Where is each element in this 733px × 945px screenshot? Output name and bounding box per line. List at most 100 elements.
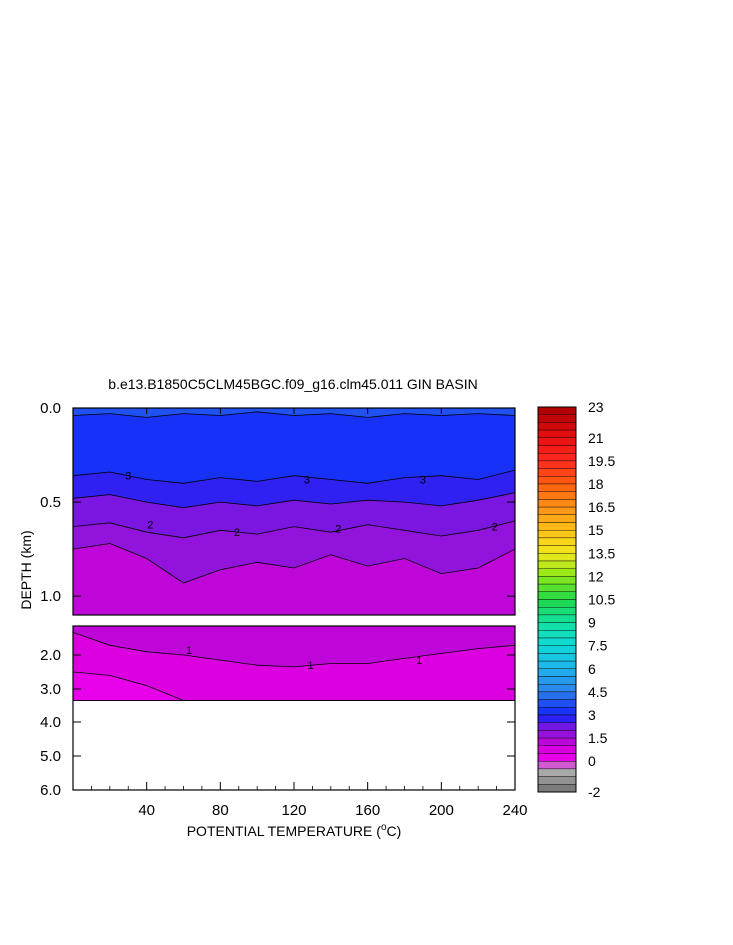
contour-label: 2: [335, 523, 341, 535]
colorbar-swatch: [537, 445, 577, 454]
colorbar-label: 7.5: [588, 638, 608, 654]
colorbar-label: 16.5: [588, 499, 615, 515]
colorbar-swatch: [537, 784, 577, 793]
colorbar-swatch: [537, 668, 577, 677]
colorbar-label: 18: [588, 476, 604, 492]
contour-label: 1: [416, 655, 422, 667]
colorbar-swatch: [537, 483, 577, 492]
colorbar-swatch: [537, 576, 577, 585]
contour-label: 2: [234, 527, 240, 539]
x-tick-label: 200: [429, 802, 454, 819]
colorbar-swatch: [537, 637, 577, 646]
colorbar-swatch: [537, 745, 577, 754]
colorbar-swatch: [537, 453, 577, 462]
colorbar-label: 1.5: [588, 730, 608, 746]
colorbar-swatch: [537, 691, 577, 700]
colorbar-swatch: [537, 460, 577, 469]
y-tick-label: 3.0: [40, 681, 61, 698]
band-fill: [73, 672, 515, 701]
colorbar-swatch: [537, 776, 577, 785]
colorbar-label: -2: [588, 784, 601, 800]
x-axis-label: POTENTIAL TEMPERATURE (oC): [187, 822, 402, 839]
colorbar-label: 19.5: [588, 453, 615, 469]
colorbar-swatch: [537, 414, 577, 423]
upper-panel: 3 3 3 2 2 2 2: [72, 407, 516, 616]
colorbar-swatch: [537, 622, 577, 631]
y-tick-label: 0.5: [40, 494, 61, 511]
contour-label: 3: [304, 475, 310, 487]
colorbar-swatch: [537, 730, 577, 739]
colorbar-swatch: [537, 737, 577, 746]
colorbar-label: 12: [588, 568, 604, 584]
colorbar-swatch: [537, 676, 577, 685]
contour-label: 3: [420, 475, 426, 487]
colorbar-label: 0: [588, 753, 596, 769]
colorbar-swatch: [537, 684, 577, 693]
y-tick-label: 4.0: [40, 714, 61, 731]
colorbar-label: 3: [588, 707, 596, 723]
colorbar-swatch: [537, 491, 577, 500]
y-tick-label: 1.0: [40, 588, 61, 605]
x-tick-label: 120: [281, 802, 306, 819]
colorbar-swatch: [537, 499, 577, 508]
x-tick-label: 240: [502, 802, 527, 819]
contour-line: [73, 411, 515, 418]
band-fill: [73, 632, 515, 701]
colorbar-label: 13.5: [588, 545, 615, 561]
colorbar-label: 4.5: [588, 684, 608, 700]
colorbar-swatch: [537, 630, 577, 639]
colorbar-label: 21: [588, 430, 604, 446]
colorbar-swatch: [537, 537, 577, 546]
colorbar-swatch: [537, 768, 577, 777]
colorbar-label: 9: [588, 615, 596, 631]
colorbar-swatch: [537, 545, 577, 554]
colorbar-swatch: [537, 699, 577, 708]
colorbar-swatch: [537, 614, 577, 623]
colorbar-swatch: [537, 645, 577, 654]
colorbar-swatch: [537, 722, 577, 731]
x-axis: 40 80 120 160 200 240: [91, 408, 528, 819]
colorbar-swatch: [537, 753, 577, 762]
y-tick-label: 2.0: [40, 647, 61, 664]
y-axis-label: DEPTH (km): [18, 530, 34, 609]
colorbar-label: 23: [588, 399, 604, 415]
x-tick-label: 40: [138, 802, 155, 819]
colorbar-frame: [537, 406, 577, 793]
colorbar-swatch: [537, 607, 577, 616]
contour-label: 2: [492, 522, 498, 534]
colorbar-swatch: [537, 506, 577, 516]
band-fill: [73, 543, 515, 615]
colorbar-swatch: [537, 653, 577, 662]
colorbar-swatch: [537, 553, 577, 562]
colorbar-swatch: [537, 660, 577, 669]
colorbar-swatch: [537, 406, 577, 415]
contour-label: 1: [308, 660, 314, 672]
colorbar-swatch: [537, 437, 577, 446]
contour-label: 1: [186, 645, 192, 657]
colorbar-swatch: [537, 761, 577, 770]
colorbar-swatch: [537, 560, 577, 569]
colorbar-swatch: [537, 530, 577, 539]
colorbar-label: 10.5: [588, 592, 615, 608]
colorbar-swatch: [537, 522, 577, 531]
colorbar-swatch: [537, 714, 577, 723]
colorbar-swatch: [537, 514, 577, 523]
x-tick-label: 80: [212, 802, 229, 819]
y-tick-label: 6.0: [40, 782, 61, 799]
colorbar-swatch: [537, 429, 577, 439]
chart-title: b.e13.B1850C5CLM45BGC.f09_g16.clm45.011 …: [108, 376, 477, 392]
contour-line: [73, 520, 515, 539]
colorbar-swatch: [537, 707, 577, 716]
x-tick-label: 160: [355, 802, 380, 819]
contour-line: [73, 469, 515, 484]
y-tick-label: 5.0: [40, 748, 61, 765]
colorbar-swatch: [537, 583, 577, 592]
y-axis: 0.0 0.5 1.0 2.0 3.0 4.0 5.0 6.0: [40, 400, 515, 799]
contour-label: 3: [125, 471, 131, 483]
colorbar-label: 15: [588, 522, 604, 538]
colorbar: 23 21 19.5 18 16.5 15 13.5 12 10.5 9 7.5 6 4.5 3 1.5 0 -…: [537, 399, 615, 800]
colorbar-swatch: [537, 599, 577, 608]
colorbar-swatch: [537, 568, 577, 577]
colorbar-swatch: [537, 422, 577, 431]
